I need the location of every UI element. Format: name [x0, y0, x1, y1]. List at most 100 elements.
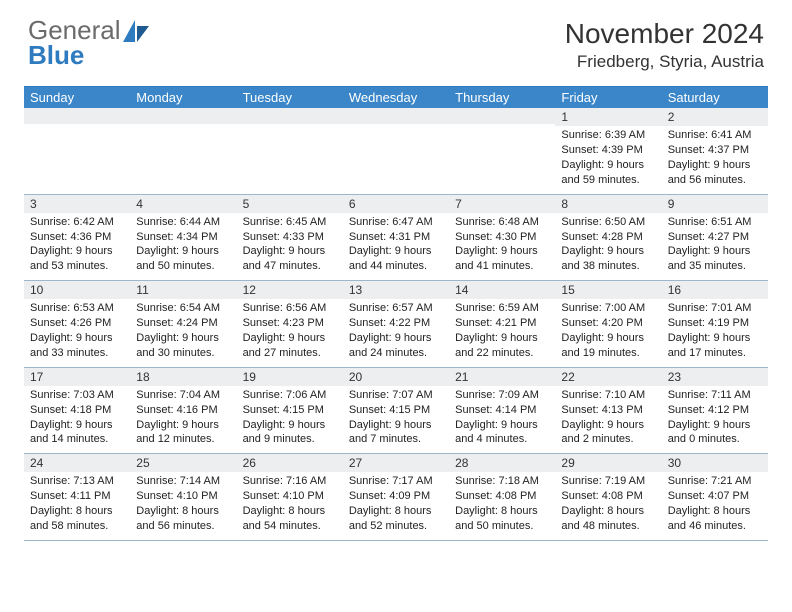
weekday-label: Sunday: [24, 87, 130, 108]
day-number: 26: [237, 454, 343, 472]
sunset-line: Sunset: 4:30 PM: [455, 230, 549, 245]
sunrise-line: Sunrise: 7:19 AM: [561, 474, 655, 489]
day-cell: 30Sunrise: 7:21 AMSunset: 4:07 PMDayligh…: [662, 454, 768, 540]
day-cell: 25 Sunrise: 7:14 AMSunset: 4:10 PMDayligh…: [130, 454, 236, 540]
weekday-label: Monday: [130, 87, 236, 108]
day-number: 14: [449, 281, 555, 299]
sunrise-line: Sunrise: 6:42 AM: [30, 215, 124, 230]
sunrise-line: Sunrise: 6:59 AM: [455, 301, 549, 316]
sunrise-line: Sunrise: 6:39 AM: [561, 128, 655, 143]
brand-word-2: Blue: [28, 40, 84, 70]
sunrise-line: Sunrise: 7:01 AM: [668, 301, 762, 316]
day-number: [24, 108, 130, 124]
day-cell: 21Sunrise: 7:09 AMSunset: 4:14 PMDayligh…: [449, 368, 555, 454]
day-number: 24: [24, 454, 130, 472]
daylight-line: Daylight: 9 hours and 35 minutes.: [668, 244, 762, 274]
sunset-line: Sunset: 4:13 PM: [561, 403, 655, 418]
day-number: 20: [343, 368, 449, 386]
sunset-line: Sunset: 4:28 PM: [561, 230, 655, 245]
sunset-line: Sunset: 4:10 PM: [243, 489, 337, 504]
week-row: 24Sunrise: 7:13 AMSunset: 4:11 PMDayligh…: [24, 454, 768, 541]
day-number: 9: [662, 195, 768, 213]
daylight-line: Daylight: 9 hours and 53 minutes.: [30, 244, 124, 274]
sunset-line: Sunset: 4:27 PM: [668, 230, 762, 245]
day-cell: 13Sunrise: 6:57 AMSunset: 4:22 PMDayligh…: [343, 281, 449, 367]
day-number: 25: [130, 454, 236, 472]
sunrise-line: Sunrise: 7:06 AM: [243, 388, 337, 403]
sunset-line: Sunset: 4:39 PM: [561, 143, 655, 158]
sunrise-line: Sunrise: 7:03 AM: [30, 388, 124, 403]
week-row: 10Sunrise: 6:53 AMSunset: 4:26 PMDayligh…: [24, 281, 768, 368]
daylight-line: Daylight: 8 hours and 58 minutes.: [30, 504, 124, 534]
sunrise-line: Sunrise: 6:47 AM: [349, 215, 443, 230]
daylight-line: Daylight: 8 hours and 56 minutes.: [136, 504, 230, 534]
sunset-line: Sunset: 4:34 PM: [136, 230, 230, 245]
day-cell: 20Sunrise: 7:07 AMSunset: 4:15 PMDayligh…: [343, 368, 449, 454]
sunrise-line: Sunrise: 7:14 AM: [136, 474, 230, 489]
day-number: 1: [555, 108, 661, 126]
day-cell: 17Sunrise: 7:03 AMSunset: 4:18 PMDayligh…: [24, 368, 130, 454]
sunset-line: Sunset: 4:18 PM: [30, 403, 124, 418]
day-cell: 29Sunrise: 7:19 AMSunset: 4:08 PMDayligh…: [555, 454, 661, 540]
weekday-header: SundayMondayTuesdayWednesdayThursdayFrid…: [24, 87, 768, 108]
daylight-line: Daylight: 9 hours and 0 minutes.: [668, 418, 762, 448]
daylight-line: Daylight: 9 hours and 38 minutes.: [561, 244, 655, 274]
sunrise-line: Sunrise: 6:50 AM: [561, 215, 655, 230]
day-number: 30: [662, 454, 768, 472]
sunrise-line: Sunrise: 6:44 AM: [136, 215, 230, 230]
day-number: 19: [237, 368, 343, 386]
day-cell: 9 Sunrise: 6:51 AMSunset: 4:27 PMDaylight…: [662, 195, 768, 281]
day-number: 28: [449, 454, 555, 472]
sunrise-line: Sunrise: 7:00 AM: [561, 301, 655, 316]
daylight-line: Daylight: 9 hours and 7 minutes.: [349, 418, 443, 448]
day-cell: 18Sunrise: 7:04 AMSunset: 4:16 PMDayligh…: [130, 368, 236, 454]
sunrise-line: Sunrise: 7:16 AM: [243, 474, 337, 489]
day-cell: 1 Sunrise: 6:39 AMSunset: 4:39 PMDaylight…: [555, 108, 661, 194]
day-cell: 11Sunrise: 6:54 AMSunset: 4:24 PMDayligh…: [130, 281, 236, 367]
sunrise-line: Sunrise: 7:18 AM: [455, 474, 549, 489]
daylight-line: Daylight: 9 hours and 33 minutes.: [30, 331, 124, 361]
day-number: 10: [24, 281, 130, 299]
daylight-line: Daylight: 9 hours and 41 minutes.: [455, 244, 549, 274]
day-number: 22: [555, 368, 661, 386]
weekday-label: Tuesday: [237, 87, 343, 108]
daylight-line: Daylight: 9 hours and 22 minutes.: [455, 331, 549, 361]
daylight-line: Daylight: 9 hours and 30 minutes.: [136, 331, 230, 361]
sunrise-line: Sunrise: 7:07 AM: [349, 388, 443, 403]
daylight-line: Daylight: 8 hours and 50 minutes.: [455, 504, 549, 534]
daylight-line: Daylight: 9 hours and 27 minutes.: [243, 331, 337, 361]
sunset-line: Sunset: 4:24 PM: [136, 316, 230, 331]
daylight-line: Daylight: 8 hours and 54 minutes.: [243, 504, 337, 534]
daylight-line: Daylight: 9 hours and 4 minutes.: [455, 418, 549, 448]
sunrise-line: Sunrise: 6:56 AM: [243, 301, 337, 316]
sunrise-line: Sunrise: 7:09 AM: [455, 388, 549, 403]
day-number: [130, 108, 236, 124]
sunrise-line: Sunrise: 6:51 AM: [668, 215, 762, 230]
header: General Blue November 2024 Friedberg, St…: [0, 0, 792, 78]
empty-cell: [343, 108, 449, 194]
sunrise-line: Sunrise: 7:04 AM: [136, 388, 230, 403]
month-title: November 2024: [565, 18, 764, 50]
day-number: 11: [130, 281, 236, 299]
sunset-line: Sunset: 4:10 PM: [136, 489, 230, 504]
day-cell: 24Sunrise: 7:13 AMSunset: 4:11 PMDayligh…: [24, 454, 130, 540]
location: Friedberg, Styria, Austria: [565, 52, 764, 72]
sunrise-line: Sunrise: 6:41 AM: [668, 128, 762, 143]
sunset-line: Sunset: 4:08 PM: [561, 489, 655, 504]
day-number: 5: [237, 195, 343, 213]
daylight-line: Daylight: 9 hours and 47 minutes.: [243, 244, 337, 274]
day-cell: 19Sunrise: 7:06 AMSunset: 4:15 PMDayligh…: [237, 368, 343, 454]
sunset-line: Sunset: 4:11 PM: [30, 489, 124, 504]
daylight-line: Daylight: 9 hours and 17 minutes.: [668, 331, 762, 361]
sunset-line: Sunset: 4:21 PM: [455, 316, 549, 331]
day-number: 29: [555, 454, 661, 472]
daylight-line: Daylight: 9 hours and 2 minutes.: [561, 418, 655, 448]
daylight-line: Daylight: 9 hours and 59 minutes.: [561, 158, 655, 188]
week-row: 3Sunrise: 6:42 AMSunset: 4:36 PMDaylight…: [24, 195, 768, 282]
week-row: 17Sunrise: 7:03 AMSunset: 4:18 PMDayligh…: [24, 368, 768, 455]
daylight-line: Daylight: 9 hours and 56 minutes.: [668, 158, 762, 188]
weekday-label: Thursday: [449, 87, 555, 108]
empty-cell: [237, 108, 343, 194]
day-number: 8: [555, 195, 661, 213]
day-number: 2: [662, 108, 768, 126]
